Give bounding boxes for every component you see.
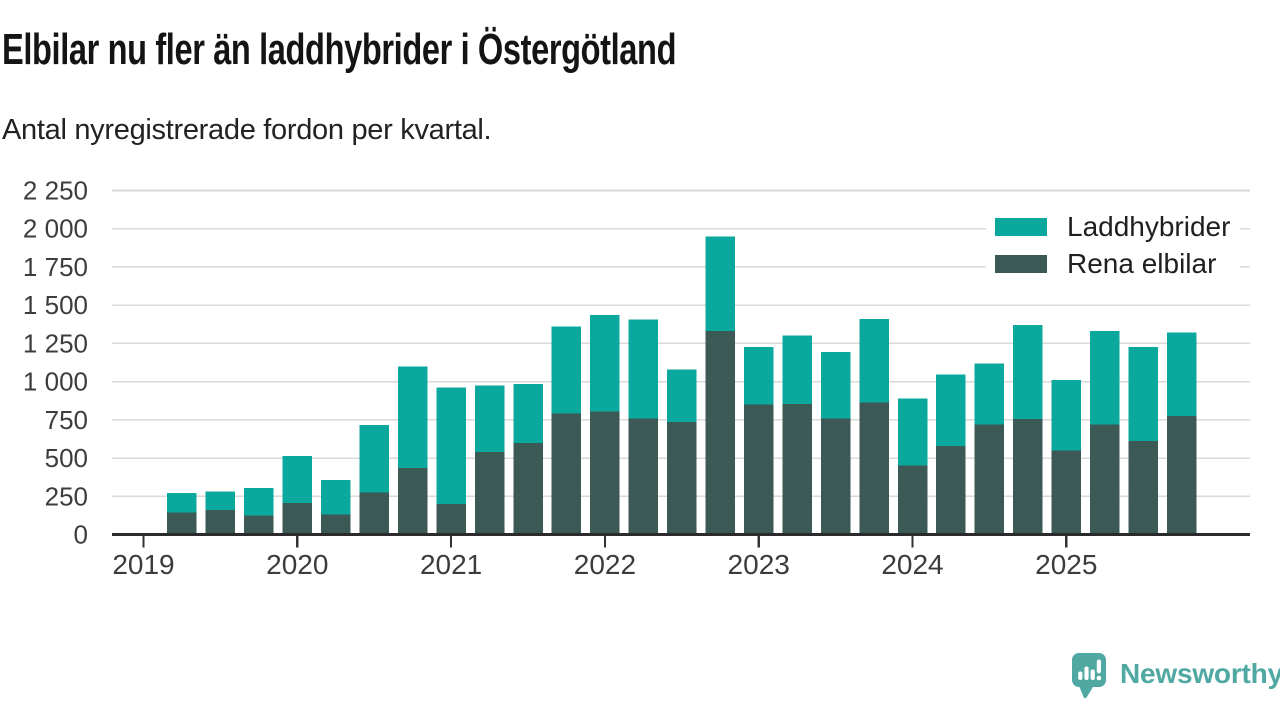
- bar-segment-laddhybrider: [1013, 325, 1043, 420]
- bar-segment-rena-elbilar: [897, 465, 928, 535]
- y-axis-tick-label: 2 000: [23, 214, 88, 244]
- y-axis-tick-label: 250: [45, 481, 88, 511]
- page-title: Elbilar nu fler än laddhybrider i Österg…: [2, 25, 677, 74]
- y-axis-tick-label: 0: [74, 520, 88, 550]
- bar-segment-laddhybrider: [782, 335, 812, 404]
- x-axis-year-label: 2025: [1035, 549, 1097, 580]
- bar-segment-laddhybrider: [974, 363, 1005, 425]
- newsworthy-logo-icon: [1072, 653, 1106, 699]
- y-axis-tick-label: 500: [45, 443, 88, 473]
- bar-segment-laddhybrider: [321, 480, 351, 515]
- legend-swatch-laddhybrider: [995, 218, 1047, 236]
- bar-segment-laddhybrider: [436, 387, 466, 504]
- bar-segment-laddhybrider: [1128, 347, 1158, 442]
- bar-segment-rena-elbilar: [628, 418, 659, 535]
- bar-segment-laddhybrider: [551, 326, 582, 414]
- bar-segment-rena-elbilar: [743, 404, 774, 535]
- bar-segment-laddhybrider: [167, 493, 197, 513]
- bar-segment-rena-elbilar: [359, 492, 389, 535]
- bar-segment-rena-elbilar: [474, 451, 505, 535]
- bar-segment-rena-elbilar: [244, 515, 274, 535]
- bar-segment-laddhybrider: [936, 374, 966, 446]
- bar-segment-laddhybrider: [1090, 331, 1120, 425]
- bar-segment-rena-elbilar: [1128, 441, 1158, 535]
- bar-segment-laddhybrider: [205, 491, 236, 511]
- bar-segment-rena-elbilar: [936, 445, 966, 535]
- bar-segment-rena-elbilar: [974, 424, 1005, 535]
- bar-segment-rena-elbilar: [436, 503, 466, 535]
- bar-segment-laddhybrider: [820, 351, 851, 419]
- y-axis-tick-label: 750: [45, 405, 88, 435]
- bar-segment-laddhybrider: [590, 315, 620, 412]
- legend-item-rena-elbilar: Rena elbilar: [986, 248, 1241, 280]
- bar-segment-laddhybrider: [859, 318, 889, 403]
- x-axis-year-label: 2020: [266, 549, 328, 580]
- page-subtitle: Antal nyregistrerade fordon per kvartal.: [2, 114, 492, 146]
- bar-segment-rena-elbilar: [321, 514, 351, 535]
- bar-segment-rena-elbilar: [782, 403, 812, 535]
- bar-segment-laddhybrider: [282, 455, 313, 504]
- bar-segment-laddhybrider: [628, 319, 659, 419]
- legend-label-rena-elbilar: Rena elbilar: [1067, 248, 1217, 279]
- bar-segment-laddhybrider: [474, 385, 505, 452]
- bar-segment-rena-elbilar: [282, 503, 313, 535]
- bar-segment-laddhybrider: [705, 236, 735, 332]
- legend-swatch-rena-elbilar: [995, 255, 1047, 273]
- bar-segment-laddhybrider: [397, 366, 428, 468]
- y-axis-tick-label: 1 250: [23, 328, 88, 358]
- x-axis-year-label: 2024: [881, 549, 943, 580]
- y-axis-tick-label: 1 500: [23, 290, 88, 320]
- x-axis-year-label: 2022: [574, 549, 636, 580]
- bar-segment-rena-elbilar: [397, 467, 428, 535]
- brand-lockup: Newsworthy: [1072, 653, 1280, 699]
- bar-segment-laddhybrider: [244, 487, 274, 516]
- bar-segment-rena-elbilar: [820, 418, 851, 535]
- bar-segment-rena-elbilar: [551, 413, 582, 535]
- x-axis-year-label: 2019: [112, 549, 174, 580]
- bar-segment-rena-elbilar: [667, 422, 697, 535]
- bar-segment-rena-elbilar: [590, 411, 620, 535]
- x-axis-year-label: 2021: [420, 549, 482, 580]
- bar-segment-rena-elbilar: [1013, 419, 1043, 535]
- bar-segment-rena-elbilar: [859, 402, 889, 535]
- bar-segment-rena-elbilar: [1166, 416, 1197, 535]
- bar-segment-rena-elbilar: [205, 510, 236, 535]
- bar-segment-rena-elbilar: [705, 331, 735, 535]
- bar-segment-rena-elbilar: [513, 442, 543, 535]
- bar-segment-laddhybrider: [359, 425, 389, 493]
- bar-segment-laddhybrider: [897, 398, 928, 466]
- bar-segment-laddhybrider: [1051, 380, 1082, 451]
- x-axis-year-label: 2023: [728, 549, 790, 580]
- y-axis-tick-label: 1 750: [23, 252, 88, 282]
- bar-segment-laddhybrider: [667, 369, 697, 423]
- bar-segment-laddhybrider: [513, 383, 543, 443]
- legend-item-laddhybrider: Laddhybrider: [986, 211, 1241, 243]
- bar-segment-rena-elbilar: [1051, 450, 1082, 535]
- legend-label-laddhybrider: Laddhybrider: [1067, 211, 1231, 242]
- bar-segment-rena-elbilar: [1090, 424, 1120, 535]
- legend: Laddhybrider Rena elbilar: [986, 211, 1241, 285]
- bar-segment-rena-elbilar: [167, 512, 197, 535]
- brand-name: Newsworthy: [1120, 658, 1280, 689]
- bar-segment-laddhybrider: [1166, 332, 1197, 417]
- y-axis-tick-label: 1 000: [23, 367, 88, 397]
- bar-segment-laddhybrider: [743, 347, 774, 405]
- y-axis-tick-label: 2 250: [23, 176, 88, 206]
